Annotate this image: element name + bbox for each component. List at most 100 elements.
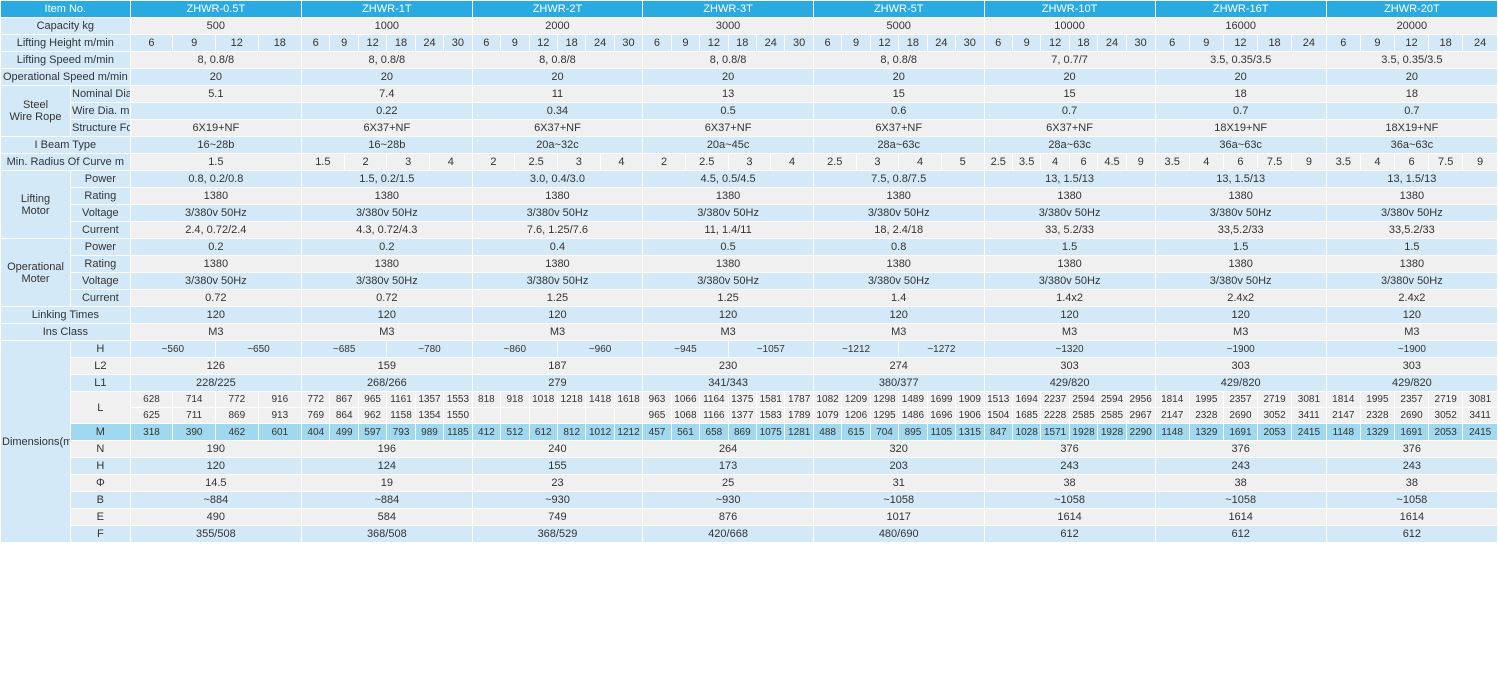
table-cell: 869	[728, 424, 756, 441]
sub-label: Voltage	[71, 205, 131, 222]
table-cell: 1148	[1326, 424, 1360, 441]
table-cell: 6	[1155, 35, 1189, 52]
table-cell: 38	[984, 475, 1155, 492]
table-cell: 16~28b	[302, 137, 473, 154]
table-cell: 390	[173, 424, 216, 441]
table-cell: 1694	[1012, 392, 1040, 408]
table-cell: 3/380v 50Hz	[643, 273, 814, 290]
table-cell: 13, 1.5/13	[1326, 171, 1497, 188]
col-header-model-1: ZHWR-1T	[302, 1, 473, 18]
table-cell: 628	[130, 392, 173, 408]
dim-key: B	[71, 492, 131, 509]
table-cell: 2594	[1098, 392, 1126, 408]
table-cell: 15	[813, 86, 984, 103]
table-cell: 1161	[387, 392, 415, 408]
table-cell: 3/380v 50Hz	[643, 205, 814, 222]
table-cell: 155	[472, 458, 643, 475]
table-cell: 3.0, 0.4/3.0	[472, 171, 643, 188]
table-cell: 18	[1069, 35, 1097, 52]
table-cell: 18	[1258, 35, 1292, 52]
dim-key: L1	[71, 375, 131, 392]
table-cell: 612	[529, 424, 557, 441]
table-cell: 3/380v 50Hz	[1326, 273, 1497, 290]
table-cell: 3	[856, 154, 899, 171]
table-cell: 4	[1189, 154, 1223, 171]
table-cell: 7, 0.7/7	[984, 52, 1155, 69]
table-cell: 711	[173, 408, 216, 424]
table-cell: 2.5	[984, 154, 1012, 171]
table-cell: 30	[956, 35, 984, 52]
table-cell: 1375	[728, 392, 756, 408]
table-cell: 23	[472, 475, 643, 492]
sub-label: Structure Form	[71, 120, 131, 137]
table-cell: 2594	[1069, 392, 1097, 408]
table-cell: 18	[387, 35, 415, 52]
table-cell: 12	[1041, 35, 1069, 52]
table-cell: 3081	[1292, 392, 1327, 408]
table-cell: 5.1	[130, 86, 301, 103]
table-cell: 658	[700, 424, 728, 441]
table-cell: 24	[586, 35, 614, 52]
table-cell	[586, 408, 614, 424]
table-cell: ~960	[557, 341, 642, 358]
table-cell: 4	[429, 154, 472, 171]
table-cell: 1614	[984, 509, 1155, 526]
table-cell: 0.5	[643, 239, 814, 256]
table-cell: 243	[984, 458, 1155, 475]
table-cell: 1699	[927, 392, 955, 408]
dim-key: H	[71, 458, 131, 475]
table-cell: 1618	[614, 392, 642, 408]
table-cell: 6X37+NF	[984, 120, 1155, 137]
table-cell: 20	[302, 69, 473, 86]
table-cell: 1028	[1012, 424, 1040, 441]
table-cell: 3/380v 50Hz	[813, 205, 984, 222]
table-cell: 4	[899, 154, 942, 171]
table-cell: 20	[472, 69, 643, 86]
table-cell	[614, 408, 642, 424]
table-cell: 6	[984, 35, 1012, 52]
table-cell: 20000	[1326, 18, 1497, 35]
table-cell: 1.25	[472, 290, 643, 307]
table-cell: M3	[813, 324, 984, 341]
table-cell: 1691	[1394, 424, 1428, 441]
table-cell: 12	[870, 35, 898, 52]
table-cell: 120	[130, 458, 301, 475]
table-cell: ~1058	[813, 492, 984, 509]
row-label: Capacity kg	[1, 18, 131, 35]
table-cell: 4.5, 0.5/4.5	[643, 171, 814, 188]
table-cell: 1380	[1155, 188, 1326, 205]
table-cell: 0.8, 0.2/0.8	[130, 171, 301, 188]
table-cell: 1550	[444, 408, 472, 424]
table-cell: 612	[1155, 526, 1326, 543]
table-cell: 989	[415, 424, 443, 441]
table-cell: 120	[643, 307, 814, 324]
table-cell: 1.5	[302, 154, 345, 171]
table-cell: 625	[130, 408, 173, 424]
table-cell: 38	[1326, 475, 1497, 492]
table-cell: 1571	[1041, 424, 1069, 441]
table-cell: 1298	[870, 392, 898, 408]
table-cell: 1209	[842, 392, 870, 408]
table-cell: 30	[785, 35, 813, 52]
sub-label: Voltage	[71, 273, 131, 290]
table-cell: 1380	[472, 256, 643, 273]
row-label: Ins Class	[1, 324, 131, 341]
sub-label: Nominal Dia. mm	[71, 86, 131, 103]
table-cell: 488	[813, 424, 841, 441]
table-cell: 3/380v 50Hz	[130, 205, 301, 222]
table-cell: 2.5	[515, 154, 558, 171]
table-cell: 2719	[1429, 392, 1463, 408]
table-cell: 0.7	[1155, 103, 1326, 120]
table-cell: 1357	[415, 392, 443, 408]
table-cell: 429/820	[1326, 375, 1497, 392]
table-cell: 462	[215, 424, 258, 441]
table-cell: 120	[302, 307, 473, 324]
table-cell: 965	[643, 408, 671, 424]
table-cell: 2328	[1360, 408, 1394, 424]
table-cell: 3411	[1292, 408, 1327, 424]
table-cell: 1377	[728, 408, 756, 424]
table-cell: 913	[258, 408, 301, 424]
row-label: Lifting Speed m/min	[1, 52, 131, 69]
table-cell: 749	[472, 509, 643, 526]
table-cell: 1164	[700, 392, 728, 408]
